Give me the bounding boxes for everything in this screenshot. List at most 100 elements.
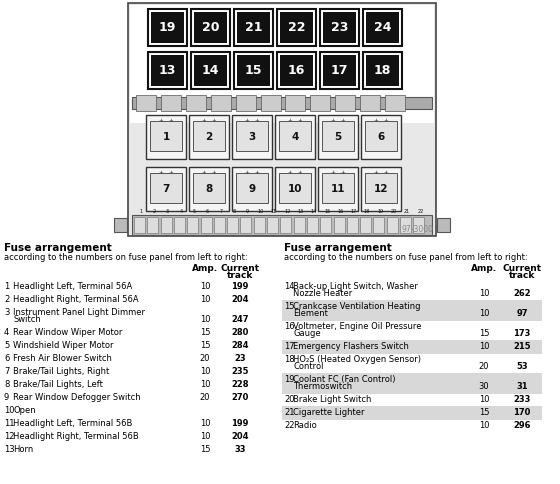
Text: +: +	[330, 118, 335, 123]
Text: 10: 10	[200, 315, 210, 324]
Text: +: +	[374, 118, 379, 123]
Bar	[286, 95, 305, 111]
Text: Windshield Wiper Motor: Windshield Wiper Motor	[13, 341, 114, 350]
Bar	[323, 55, 356, 86]
Bar	[146, 167, 186, 211]
Bar	[374, 217, 384, 233]
Text: 2: 2	[4, 295, 10, 304]
Text: +: +	[158, 170, 164, 175]
Text: 173: 173	[514, 329, 531, 338]
Bar	[200, 217, 212, 233]
Bar	[254, 217, 265, 233]
Text: +: +	[340, 170, 346, 175]
Text: Headlight Right, Terminal 56A: Headlight Right, Terminal 56A	[13, 295, 139, 304]
Text: 12: 12	[284, 209, 291, 214]
Text: Rear Window Defogger Switch: Rear Window Defogger Switch	[13, 393, 141, 402]
Text: 17: 17	[284, 342, 295, 351]
Text: 6: 6	[206, 209, 209, 214]
Text: +: +	[384, 118, 389, 123]
Text: +: +	[245, 118, 249, 123]
Text: +: +	[255, 170, 259, 175]
Text: 19: 19	[284, 375, 295, 384]
Text: 9: 9	[246, 209, 249, 214]
Text: Fuse arrangement: Fuse arrangement	[284, 243, 392, 253]
Bar	[236, 121, 268, 151]
Bar	[161, 217, 171, 233]
Text: Headlight Left, Terminal 56A: Headlight Left, Terminal 56A	[13, 282, 132, 291]
Text: 3: 3	[166, 209, 169, 214]
Text: 11: 11	[331, 184, 346, 194]
Text: +: +	[212, 170, 216, 175]
Bar	[148, 9, 187, 46]
Bar	[151, 12, 184, 43]
Bar	[335, 95, 355, 111]
Text: 15: 15	[479, 329, 489, 338]
Bar	[191, 9, 230, 46]
Bar	[187, 217, 198, 233]
Bar	[293, 217, 305, 233]
Text: Coolant FC (Fan Control): Coolant FC (Fan Control)	[293, 375, 395, 384]
Text: +: +	[288, 170, 292, 175]
Text: 21: 21	[284, 408, 295, 417]
Text: 2: 2	[153, 209, 156, 214]
Bar	[237, 55, 270, 86]
Text: Cigarette Lighter: Cigarette Lighter	[293, 408, 365, 417]
Text: 5: 5	[193, 209, 196, 214]
Text: 280: 280	[231, 328, 249, 337]
Bar	[280, 12, 313, 43]
Bar	[189, 167, 229, 211]
Text: 10: 10	[200, 295, 210, 304]
Text: Rear Window Wiper Motor: Rear Window Wiper Motor	[13, 328, 123, 337]
Text: HO₂S (Heated Oxygen Sensor): HO₂S (Heated Oxygen Sensor)	[293, 355, 421, 364]
Bar	[365, 173, 397, 203]
Bar	[279, 173, 311, 203]
Text: 22: 22	[288, 21, 305, 34]
Text: 10: 10	[200, 419, 210, 428]
Bar	[260, 95, 281, 111]
Text: +: +	[169, 170, 174, 175]
Text: 11: 11	[4, 419, 15, 428]
Bar	[282, 406, 542, 420]
Text: +: +	[158, 118, 164, 123]
Bar	[186, 95, 206, 111]
Bar	[214, 217, 225, 233]
Text: 53: 53	[516, 362, 528, 371]
Bar	[148, 52, 187, 89]
Text: 3: 3	[4, 308, 10, 317]
Bar	[275, 115, 315, 159]
Text: 4: 4	[179, 209, 183, 214]
Text: Crankcase Ventilation Heating: Crankcase Ventilation Heating	[293, 302, 421, 311]
Bar	[320, 52, 359, 89]
Text: Back-up Light Switch, Washer: Back-up Light Switch, Washer	[293, 282, 418, 291]
Text: Radio: Radio	[293, 421, 317, 430]
Text: +: +	[169, 118, 174, 123]
Text: 16: 16	[288, 64, 305, 77]
Text: 1: 1	[162, 132, 170, 142]
Text: 14: 14	[311, 209, 317, 214]
Bar	[134, 217, 145, 233]
Text: 15: 15	[324, 209, 330, 214]
Text: 8: 8	[206, 184, 213, 194]
Bar	[323, 12, 356, 43]
Bar	[191, 52, 230, 89]
Bar	[211, 95, 231, 111]
Text: 33: 33	[234, 445, 246, 454]
Bar	[280, 55, 313, 86]
Text: 7: 7	[219, 209, 222, 214]
Bar	[318, 167, 358, 211]
Bar	[307, 217, 318, 233]
Text: 13: 13	[4, 445, 15, 454]
Bar	[387, 217, 398, 233]
Text: 23: 23	[331, 21, 348, 34]
Text: 21: 21	[245, 21, 262, 34]
Bar	[267, 217, 278, 233]
Bar	[130, 5, 434, 123]
Bar	[132, 215, 432, 235]
Bar	[189, 115, 229, 159]
Bar	[282, 340, 542, 354]
Text: Brake Light Switch: Brake Light Switch	[293, 395, 371, 404]
Text: 15: 15	[200, 328, 210, 337]
Bar	[360, 95, 380, 111]
Text: 199: 199	[231, 419, 249, 428]
Text: Element: Element	[293, 309, 328, 318]
